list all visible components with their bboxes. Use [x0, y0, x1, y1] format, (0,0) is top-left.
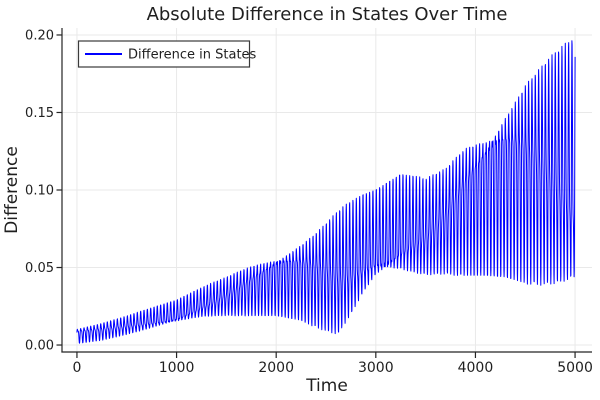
chart-title: Absolute Difference in States Over Time	[147, 4, 508, 25]
difference-series-line	[76, 40, 576, 344]
x-tick-label: 5000	[557, 360, 593, 376]
y-tick-label: 0.00	[25, 339, 54, 354]
x-tick-label: 4000	[458, 360, 494, 376]
x-tick-label: 1000	[159, 360, 195, 376]
legend: Difference in States	[77, 40, 257, 68]
y-tick-label: 0.10	[25, 184, 54, 199]
y-tick-label: 0.20	[25, 28, 54, 43]
y-tick-labels: 0.00 0.05 0.10 0.15 0.20	[25, 28, 54, 353]
x-axis-label: Time	[305, 376, 348, 396]
legend-entry-label: Difference in States	[128, 48, 257, 63]
x-tick-labels: 0 1000 2000 3000 4000 5000	[72, 360, 592, 376]
gridlines	[62, 28, 592, 352]
y-tick-label: 0.05	[25, 261, 54, 276]
y-axis-label: Difference	[2, 146, 22, 234]
y-tick-label: 0.15	[25, 106, 54, 121]
x-tick-label: 0	[72, 360, 81, 376]
axis-ticks	[56, 34, 576, 358]
x-tick-label: 3000	[358, 360, 394, 376]
x-tick-label: 2000	[258, 360, 294, 376]
